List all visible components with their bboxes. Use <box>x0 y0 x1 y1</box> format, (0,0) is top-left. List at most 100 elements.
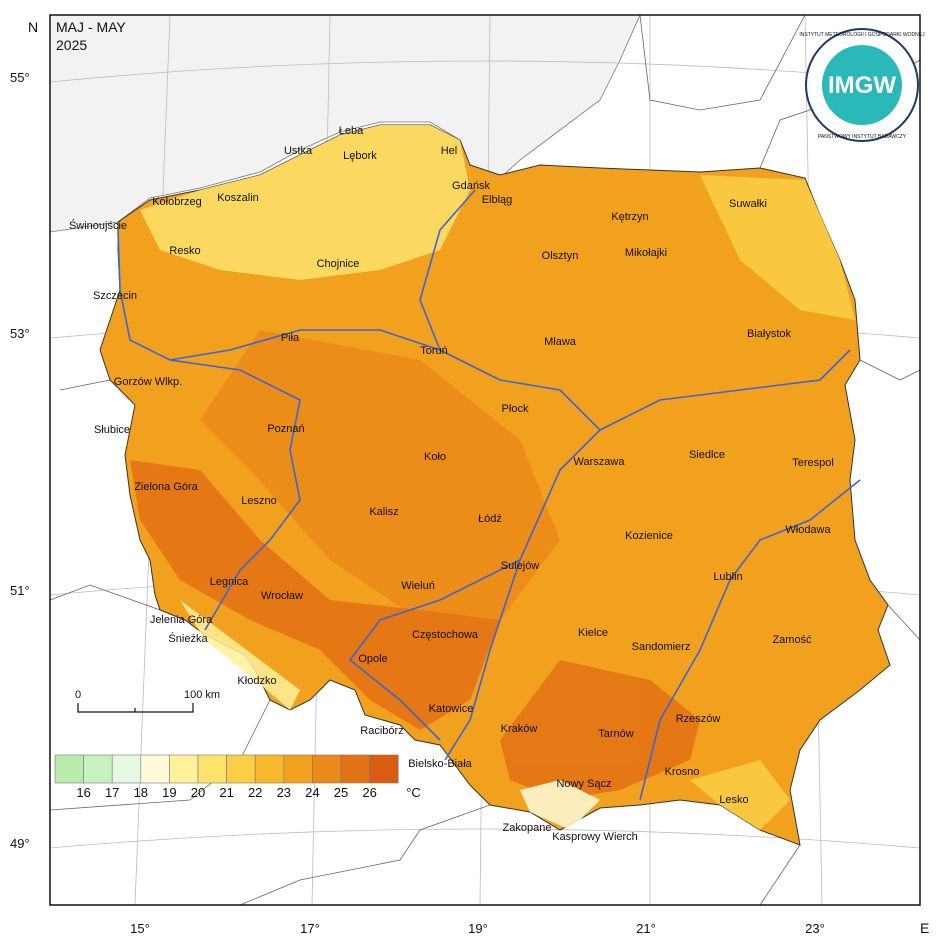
city-label: Elbląg <box>482 194 513 206</box>
legend-swatch <box>254 754 285 784</box>
title: MAJ - MAY <box>56 19 126 35</box>
logo-ring-bottom: PAŃSTWOWY INSTYTUT BADAWCZY <box>818 133 907 140</box>
logo-text: IMGW <box>828 72 896 99</box>
legend-label: 24 <box>305 785 319 800</box>
city-label: Zamość <box>772 634 812 646</box>
city-label: Mikołajki <box>625 247 667 259</box>
city-label: Kielce <box>578 627 608 639</box>
legend-swatch <box>140 754 170 784</box>
legend-swatch <box>369 754 399 784</box>
scale-end: 100 km <box>184 689 220 701</box>
city-label: Warszawa <box>574 456 626 468</box>
legend-swatch <box>83 754 113 784</box>
city-label: Włodawa <box>785 524 831 536</box>
city-label: Opole <box>358 653 387 665</box>
city-label: Kasprowy Wierch <box>552 831 638 843</box>
scale-line <box>77 703 194 713</box>
map-body <box>50 15 920 905</box>
logo-ring-top: INSTYTUT METEOROLOGII I GOSPODARKI WODNE… <box>799 32 925 38</box>
city-label: Wrocław <box>261 590 303 602</box>
longitude-label: 21° <box>636 921 656 936</box>
axis-labels: 55° 53° 51° 49° 15° 17° 19° 21° 23° <box>10 70 825 936</box>
legend-label: 20 <box>191 785 205 800</box>
city-label: Rzeszów <box>676 713 721 725</box>
city-label: Sandomierz <box>632 641 691 653</box>
longitude-label: 17° <box>300 921 320 936</box>
city-label: Lesko <box>719 794 748 806</box>
legend-label: 18 <box>134 785 148 800</box>
latitude-label: 49° <box>10 836 30 851</box>
legend: 16 17 18 19 20 21 22 23 24 25 26 °C <box>54 754 421 800</box>
city-label: Bielsko-Biała <box>408 758 472 770</box>
latitude-label: 51° <box>10 583 30 598</box>
legend-swatch <box>197 754 227 784</box>
latitude-label: 53° <box>10 326 30 341</box>
scale-bar: 0 100 km <box>75 689 220 713</box>
temperature-field <box>130 125 855 830</box>
city-label: Kłodzko <box>237 675 276 687</box>
city-label: Kraków <box>501 723 538 735</box>
city-label: Kalisz <box>369 506 398 518</box>
year: 2025 <box>56 37 87 53</box>
city-label: Terespol <box>792 457 834 469</box>
city-label: Toruń <box>420 345 448 357</box>
city-label: Sulejów <box>501 560 540 572</box>
city-label: Ustka <box>284 145 313 157</box>
city-label: Częstochowa <box>412 629 479 641</box>
city-label: Poznań <box>267 423 304 435</box>
legend-swatch <box>312 754 342 784</box>
legend-swatch <box>283 754 313 784</box>
city-label: Lębork <box>343 150 377 162</box>
city-label: Łeba <box>339 125 364 137</box>
city-label: Lublin <box>713 571 742 583</box>
city-label: Kozienice <box>625 530 673 542</box>
city-label: Gorzów Wlkp. <box>114 376 182 388</box>
city-label: Olsztyn <box>542 250 579 262</box>
city-label: Koszalin <box>217 192 259 204</box>
city-label: Świnoujście <box>69 219 127 232</box>
city-label: Katowice <box>429 703 474 715</box>
city-label: Resko <box>169 245 200 257</box>
cities: Łeba Hel Ustka Lębork Gdańsk Kołobrzeg Koszali… <box>69 125 834 843</box>
scale-start: 0 <box>75 689 81 701</box>
city-label: Słubice <box>94 424 130 436</box>
legend-label: 21 <box>219 785 233 800</box>
legend-label: 26 <box>362 785 376 800</box>
legend-label: 17 <box>105 785 119 800</box>
sea <box>50 15 641 233</box>
legend-label: 22 <box>248 785 262 800</box>
legend-unit: °C <box>406 785 421 800</box>
legend-label: 23 <box>277 785 291 800</box>
city-label: Gdańsk <box>452 180 490 192</box>
city-label: Chojnice <box>317 258 360 270</box>
city-label: Śnieżka <box>168 632 208 645</box>
city-label: Leszno <box>241 495 276 507</box>
city-label: Kętrzyn <box>611 211 648 223</box>
city-label: Wieluń <box>401 580 435 592</box>
city-label: Krosno <box>665 766 700 778</box>
city-label: Legnica <box>210 576 249 588</box>
legend-label: 16 <box>76 785 90 800</box>
city-label: Racibórz <box>360 725 403 737</box>
frame <box>49 14 921 906</box>
city-label: Zielona Góra <box>134 481 198 493</box>
city-label: Kołobrzeg <box>152 196 202 208</box>
legend-swatch <box>340 754 370 784</box>
city-label: Hel <box>441 145 458 157</box>
logo-disc <box>822 45 902 125</box>
longitude-label: 15° <box>130 921 150 936</box>
city-label: Siedlce <box>689 449 725 461</box>
rivers <box>117 189 861 801</box>
longitude-label: 23° <box>805 921 825 936</box>
city-label: Suwałki <box>729 198 767 210</box>
north-label: N <box>28 19 38 35</box>
city-label: Nowy Sącz <box>556 778 611 790</box>
legend-label: 25 <box>334 785 348 800</box>
city-label: Koło <box>424 451 446 463</box>
city-label: Piła <box>281 332 300 344</box>
legend-swatch <box>54 754 84 784</box>
legend-swatch <box>111 754 142 784</box>
legend-swatch <box>226 754 256 784</box>
legend-label: 19 <box>162 785 176 800</box>
